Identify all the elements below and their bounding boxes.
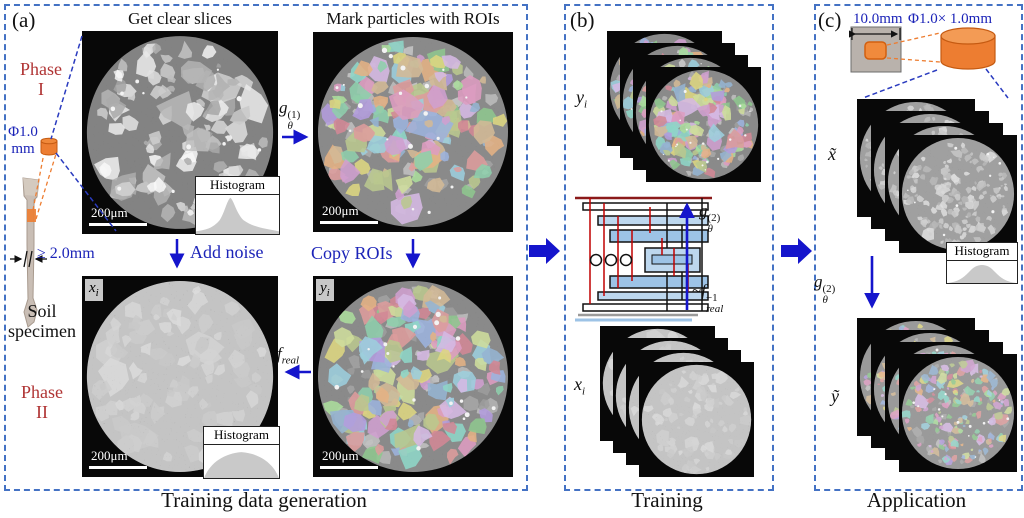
y-tilde-stack	[857, 318, 1017, 472]
ct-slice-copied	[313, 276, 513, 477]
xi-sub: i	[582, 385, 586, 398]
g-theta-2-label-application: g (2) θ	[814, 272, 835, 307]
xi-stack-label: xi	[574, 374, 585, 398]
yi-badge: yi	[316, 279, 334, 301]
histogram-title: Histogram	[204, 427, 279, 445]
caption-application: Application	[866, 488, 967, 512]
sample-width-label: 10.0mm	[853, 11, 903, 27]
phase-1-label: Phase I	[10, 59, 72, 100]
core-diameter-line1: Φ1.0	[8, 124, 38, 140]
network-connections-black	[666, 198, 703, 311]
unet-network-diagram	[575, 196, 712, 322]
step-title-get-clear-slices: Get clear slices	[128, 9, 232, 28]
g2-sub: θ	[822, 294, 828, 307]
histogram-dome-shape	[204, 451, 279, 478]
scalebar-text: 200μm	[91, 205, 128, 220]
yi-base: y	[320, 280, 327, 296]
scalebar-bar	[89, 223, 147, 226]
ct-slice-marked	[313, 32, 513, 232]
finv-sup: −1	[705, 291, 718, 304]
scalebar-text: 200μm	[322, 448, 359, 463]
phase-1-line2: I	[38, 78, 44, 99]
histogram-peak-shape	[196, 197, 279, 234]
network-latent-circles	[589, 253, 633, 267]
stack-slice	[646, 67, 761, 182]
x-tilde-label: x̃	[828, 144, 836, 164]
g2-base: g	[699, 201, 708, 220]
y-tilde-label: ỹ	[831, 386, 839, 406]
panel-a-tag: (a)	[12, 8, 36, 32]
scalebar-text: 200μm	[91, 448, 128, 463]
g2-sup: (2)	[707, 211, 721, 224]
panel-b-tag: (b)	[570, 8, 595, 32]
block-arrow-a-to-b	[529, 238, 560, 264]
scalebar-text: 200μm	[322, 203, 359, 218]
g2-base: g	[814, 272, 823, 291]
yi-sub: i	[326, 287, 330, 299]
histogram-inset-noisy: Histogram	[203, 426, 280, 479]
g1-base: g	[279, 98, 288, 117]
step-title-mark-particles: Mark particles with ROIs	[326, 9, 500, 28]
copy-rois-label: Copy ROIs	[311, 243, 393, 263]
finv-sub: real	[705, 303, 724, 316]
panel-c-border	[814, 4, 1023, 491]
panel-b-border	[564, 4, 774, 491]
caption-training: Training	[631, 488, 703, 512]
yi-stack-label: yi	[576, 87, 587, 111]
soil-specimen-line1: Soil	[27, 301, 57, 321]
g-theta-1-label: g (1) θ	[279, 98, 300, 133]
core-size-label: Φ1.0× 1.0mm	[908, 11, 993, 27]
phase-2-label: Phase II	[14, 382, 70, 423]
xi-base: x	[89, 280, 96, 296]
add-noise-label: Add noise	[190, 242, 264, 262]
xi-base: x	[574, 374, 582, 394]
yi-base: y	[576, 87, 584, 107]
network-layer-bars	[582, 202, 709, 312]
stack-slice	[899, 135, 1017, 253]
histogram-inset-clean: Histogram	[195, 176, 280, 235]
min-size-label: ≥ 2.0mm	[37, 245, 95, 262]
core-diameter-label: Φ1.0 mm	[2, 124, 44, 157]
yi-sub: i	[584, 98, 588, 111]
ct-image-marked: 200μm	[313, 32, 513, 232]
g-theta-2-label-training: g (2) θ	[699, 201, 720, 236]
core-diameter-line2: mm	[11, 140, 35, 157]
phase-1-line1: Phase	[20, 59, 62, 79]
g1-sub: θ	[287, 120, 293, 133]
xi-sub: i	[95, 287, 99, 299]
x-tilde-stack	[857, 99, 1017, 253]
ct-image-copied-yi: yi 200μm	[313, 276, 513, 477]
scalebar-bar	[89, 466, 147, 469]
scalebar-bar	[320, 221, 378, 224]
histogram-title: Histogram	[196, 177, 279, 195]
stack-slice	[639, 362, 754, 477]
soil-specimen-label: Soil specimen	[0, 301, 84, 342]
scalebar-bar	[320, 466, 378, 469]
histogram-title: Histogram	[947, 243, 1017, 261]
g2-sup: (2)	[822, 282, 836, 295]
finv-base: f	[701, 281, 706, 300]
stack-slice	[899, 354, 1017, 472]
caption-training-data-generation: Training data generation	[161, 488, 367, 512]
soil-specimen-line2: specimen	[8, 320, 76, 341]
f-real-inverse-label: ~f −1 real	[692, 281, 723, 316]
freal-sub: real	[281, 354, 300, 367]
yi-stack	[607, 31, 761, 182]
g2-sub: θ	[707, 223, 713, 236]
f-real-label: freal	[277, 344, 299, 366]
g1-sup: (1)	[287, 108, 301, 121]
finv-prefix: ~	[692, 281, 702, 300]
xi-stack	[600, 326, 754, 477]
panel-a-border	[4, 4, 528, 491]
xi-badge: xi	[85, 279, 103, 301]
histogram-bell-shape	[947, 264, 1017, 283]
block-arrow-b-to-c	[781, 238, 812, 264]
panel-c-tag: (c)	[818, 8, 842, 32]
freal-base: f	[277, 344, 282, 363]
phase-2-line2: II	[36, 401, 48, 422]
phase-2-line1: Phase	[21, 382, 63, 402]
histogram-inset-application: Histogram	[946, 242, 1018, 284]
